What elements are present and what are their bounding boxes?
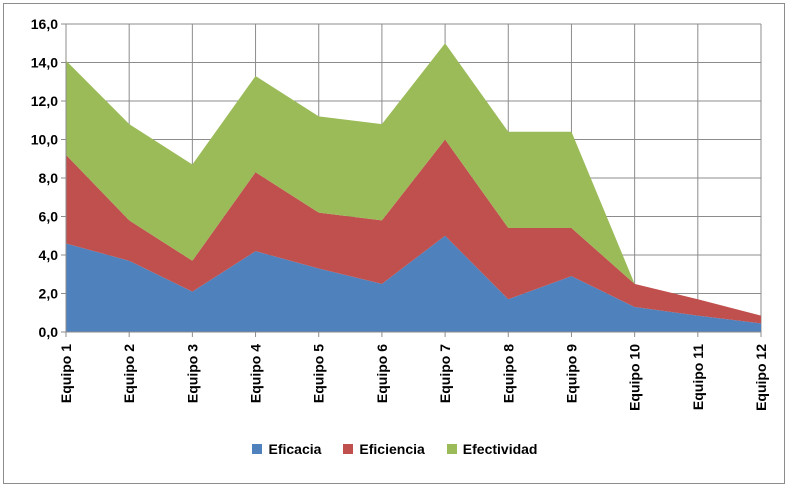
area-efectividad	[66, 43, 761, 316]
chart-legend: Eficacia Eficiencia Efectividad	[0, 441, 790, 457]
area-series	[66, 43, 761, 332]
y-tick-label: 6,0	[39, 209, 59, 225]
y-tick-label: 4,0	[39, 247, 59, 263]
x-tick-label: Equipo 8	[500, 344, 516, 403]
y-tick-label: 16,0	[31, 16, 58, 32]
x-tick-label: Equipo 10	[627, 344, 643, 411]
legend-label-eficacia: Eficacia	[268, 441, 322, 457]
legend-swatch-eficiencia	[343, 444, 354, 454]
x-axis: Equipo 1 Equipo 2 Equipo 3 Equipo 4 Equipo 5…	[58, 331, 769, 411]
x-tick-label: Equipo 9	[563, 344, 579, 403]
legend-item-eficiencia: Eficiencia	[343, 441, 425, 457]
legend-label-eficiencia: Eficiencia	[359, 441, 425, 457]
x-tick-label: Equipo 1	[58, 344, 74, 403]
legend-swatch-eficacia	[252, 444, 263, 454]
x-tick-label: Equipo 7	[437, 344, 453, 403]
y-tick-label: 10,0	[31, 132, 58, 148]
y-tick-label: 12,0	[31, 93, 58, 109]
y-tick-label: 2,0	[39, 286, 59, 302]
legend-item-eficacia: Eficacia	[252, 441, 321, 457]
x-tick-label: Equipo 5	[311, 344, 327, 403]
area-eficiencia	[66, 139, 761, 324]
legend-label-efectividad: Efectividad	[462, 441, 538, 457]
legend-item-efectividad: Efectividad	[446, 441, 538, 457]
y-tick-label: 14,0	[31, 55, 58, 71]
y-axis: 0,0 2,0 4,0 6,0 8,0 10,0 12,0 14,0 16,0	[31, 16, 67, 340]
x-tick-label: Equipo 11	[690, 344, 706, 410]
y-tick-label: 8,0	[39, 170, 59, 186]
x-tick-label: Equipo 2	[121, 344, 137, 403]
legend-swatch-efectividad	[446, 444, 457, 454]
x-tick-label: Equipo 3	[184, 344, 200, 403]
x-tick-label: Equipo 6	[374, 344, 390, 403]
y-tick-label: 0,0	[39, 324, 59, 340]
x-tick-label: Equipo 4	[248, 344, 264, 403]
area-eficacia	[66, 235, 761, 332]
x-tick-label: Equipo 12	[753, 344, 769, 411]
